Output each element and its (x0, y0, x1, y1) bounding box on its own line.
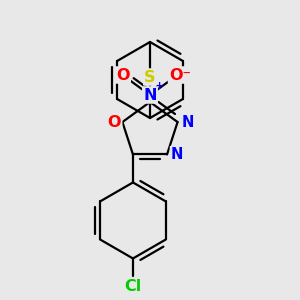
Text: +: + (154, 81, 164, 91)
Text: O⁻: O⁻ (169, 68, 191, 82)
Text: N: N (171, 147, 183, 162)
Text: N: N (182, 115, 194, 130)
Text: Cl: Cl (124, 279, 142, 294)
Text: S: S (144, 70, 156, 85)
Text: O: O (108, 115, 121, 130)
Text: N: N (143, 88, 157, 103)
Text: O: O (116, 68, 130, 82)
